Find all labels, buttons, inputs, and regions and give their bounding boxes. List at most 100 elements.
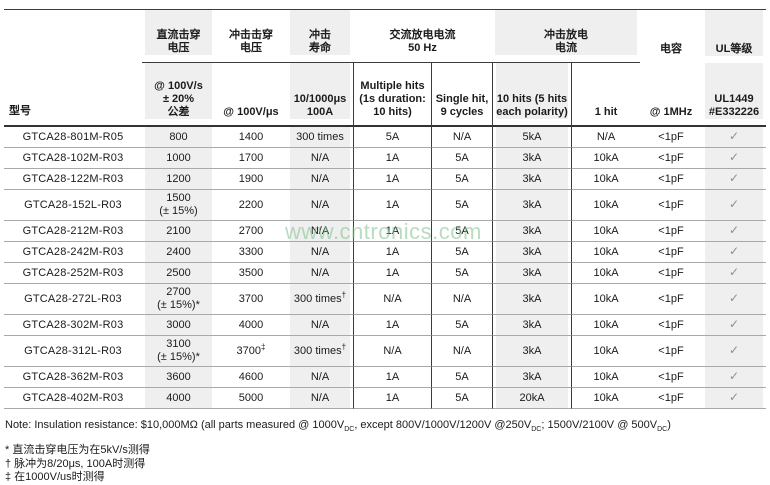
value-cell: N/A [287,148,353,169]
table-row: GTCA28-242M-R03 2400 3300 N/A 1A 5A 3kA 10kA <1p… [4,242,766,263]
cell-line: 5A [455,151,469,164]
value-cell: 2700 [215,221,287,242]
cell-line: <1pF [658,370,684,383]
cell-line: 5A [455,391,469,404]
value-cell: 10kA [571,190,640,221]
value-cell: N/A [287,169,353,190]
value-cell: 300 times† [287,336,353,367]
value-cell: 5A [431,169,492,190]
cell-line: 交流放电电流 [389,29,456,41]
spec-table: 型号 直流击穿 电压 冲击击穿 电压 冲击 寿命 交流放电电流 50 Hz 冲击放电 电流 电容 UL等… [4,9,766,409]
cell-line: (1s duration: [359,93,426,105]
group-header-row: 型号 直流击穿 电压 冲击击穿 电压 冲击 寿命 交流放电电流 50 Hz 冲击放电 电流 电容 UL等… [4,10,766,127]
value-cell: 20kA [492,388,571,409]
value-cell: 10kA [571,148,640,169]
value-cell: <1pF [640,190,702,221]
table-row: GTCA28-102M-R03 1000 1700 N/A 1A 5A 3kA 10kA <1p… [4,148,766,169]
value-cell: 3000 [142,315,215,336]
value-cell: 3kA [492,263,571,284]
value-cell: <1pF [640,367,702,388]
cell-line: 1A [385,266,400,279]
ul-check-icon: ✓ [728,343,740,357]
group-header: 冲击放电 电流 [492,10,640,63]
table-row: GTCA28-212M-R03 2100 2700 N/A 1A 5A 3kA 10kA <1p… [4,221,766,242]
spec-table-body: GTCA28-801M-R05 800 1400 300 times 5A N/A 5kA N… [4,127,766,409]
value-cell: N/A [287,190,353,221]
cell-line: 9 cycles [440,106,484,118]
table-row: GTCA28-402M-R03 4000 5000 N/A 1A 5A 20kA 10kA <1… [4,388,766,409]
value-cell: <1pF [640,169,702,190]
note-text: ; 1500V/2100V @ 500V [541,419,658,431]
model-cell: GTCA28-242M-R03 [4,242,142,263]
footnotes: * 直流击穿电压为在5kV/s测得 † 脉冲为8/20μs, 100A时测得 ‡ 在… [4,444,766,485]
value-cell: ✓ [702,190,766,221]
value-cell: 10kA [571,221,640,242]
value-cell: 1A [353,148,431,169]
ul-check-icon: ✓ [728,317,740,331]
cell-line: 5A [455,224,469,237]
cell-line: N/A [310,198,330,211]
value-cell: 1A [353,242,431,263]
cell-line: 3300 [238,245,264,258]
value-cell: 3kA [492,315,571,336]
cell-line: 1A [385,198,400,211]
group-header: 电容 [640,10,702,63]
value-cell: N/A [431,336,492,367]
group-header: 直流击穿 电压 [142,10,215,63]
value-cell: N/A [287,367,353,388]
cell-line: 50 Hz [408,42,437,54]
value-cell: ✓ [702,336,766,367]
model-cell: GTCA28-402M-R03 [4,388,142,409]
value-cell: 3kA [492,148,571,169]
group-header: UL等级 [702,10,766,63]
value-cell: <1pF [640,221,702,242]
value-cell: 4000 [142,388,215,409]
value-cell: 5000 [215,388,287,409]
cell-line: 3kA [522,292,542,305]
value-cell: 1A [353,315,431,336]
cell-line: N/A [310,151,330,164]
cell-line: 5kA [522,130,542,143]
note-text: Note: Insulation resistance: $10,000MΩ (… [5,419,345,431]
value-cell: <1pF [640,388,702,409]
value-cell: 3kA [492,336,571,367]
datasheet-page: 型号 直流击穿 电压 冲击击穿 电压 冲击 寿命 交流放电电流 50 Hz 冲击放电 电流 电容 UL等… [4,0,766,485]
cell-line: N/A [383,292,402,305]
cell-line: <1pF [658,391,684,404]
value-cell: 10kA [571,284,640,315]
value-cell: 10kA [571,242,640,263]
cell-line: 2500 [166,266,191,279]
cell-line: 10kA [593,370,619,383]
value-cell: 300 times† [287,284,353,315]
table-row: GTCA28-272L-R03 2700 (± 15%)* 3700 300 times… [4,284,766,315]
footnote-marker-sup: † [341,289,347,299]
note-text: , except 800V/1000V/1200V @250V [354,419,532,431]
cell-line: <1pF [658,198,684,211]
value-cell: 4000 [215,315,287,336]
sub-header: 10 hits (5 hits each polarity) [492,63,571,127]
value-cell: 5A [431,242,492,263]
cell-line: 4600 [238,370,264,383]
value-cell: 3500 [215,263,287,284]
cell-line: 2700 [238,224,264,237]
cell-line: 3000 [166,318,191,331]
cell-line: 1000 [166,151,191,164]
cell-line: N/A [310,172,330,185]
cell-line: N/A [452,344,472,357]
note-text: ) [667,419,671,431]
sub-header: 1 hit [571,63,640,127]
value-cell: 2700 (± 15%)* [142,284,215,315]
value-cell: 1700 [215,148,287,169]
cell-line: 5A [385,130,400,143]
cell-line: <1pF [658,344,684,357]
cell-line: <1pF [658,151,684,164]
cell-line: 800 [169,130,188,143]
value-cell: 5A [431,221,492,242]
cell-line: #E332226 [708,106,760,118]
value-cell: 1500 (± 15%) [142,190,215,221]
value-cell: 1A [353,367,431,388]
cell-line: 5A [455,172,469,185]
value-cell: ✓ [702,169,766,190]
value-cell: 1A [353,221,431,242]
cell-line: Single hit, [435,93,489,105]
